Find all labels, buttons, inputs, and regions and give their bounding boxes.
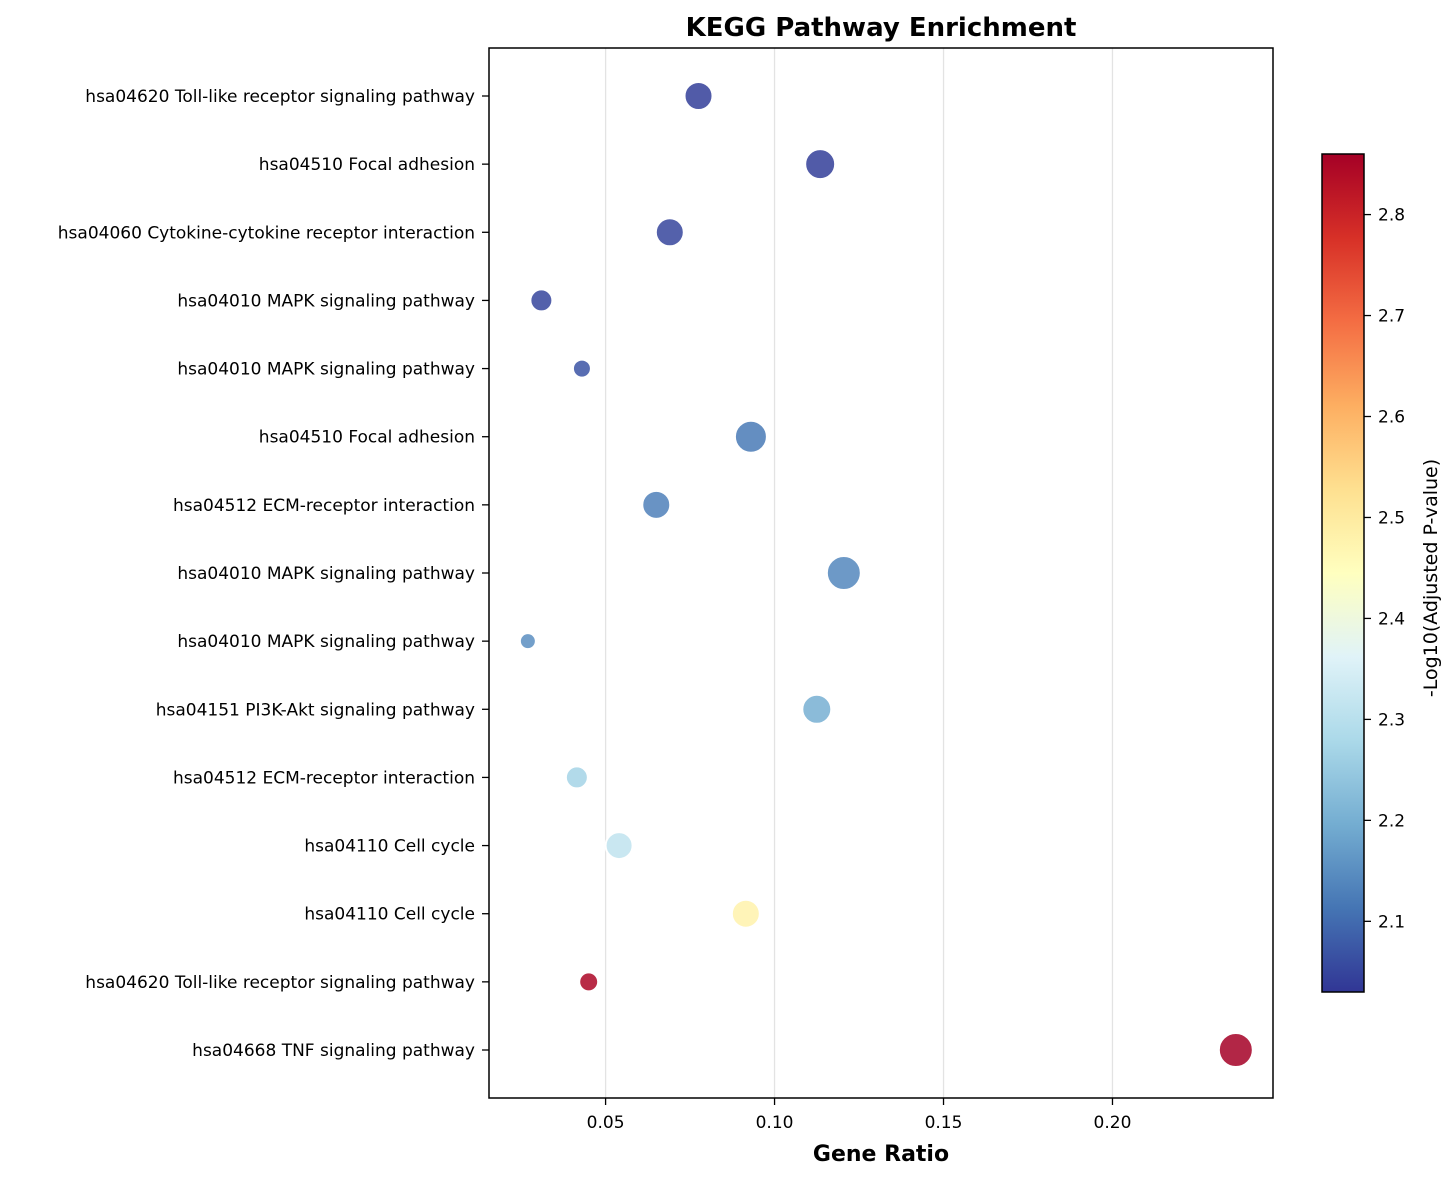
y-category-label: hsa04510 Focal adhesion bbox=[259, 428, 475, 448]
y-category-label: hsa04010 MAPK signaling pathway bbox=[177, 564, 475, 584]
y-category-label: hsa04620 Toll-like receptor signaling pa… bbox=[85, 973, 475, 993]
y-category-label: hsa04110 Cell cycle bbox=[304, 905, 475, 925]
colorbar-title: -Log10(Adjusted P-value) bbox=[1420, 459, 1442, 697]
data-point[interactable] bbox=[683, 81, 714, 111]
y-category-label: hsa04010 MAPK signaling pathway bbox=[177, 632, 475, 652]
y-category-label: hsa04010 MAPK signaling pathway bbox=[177, 360, 475, 380]
x-tick-label: 0.20 bbox=[1094, 1113, 1132, 1133]
data-point[interactable] bbox=[730, 898, 761, 929]
data-point[interactable] bbox=[641, 489, 672, 520]
data-point[interactable] bbox=[564, 765, 589, 790]
y-category-label: hsa04512 ECM-receptor interaction bbox=[173, 768, 475, 788]
colorbar-ticks: 2.1 2.2 2.3 2.4 2.5 2.6 2.7 2.8 bbox=[1364, 206, 1405, 932]
colorbar-tick-label: 2.8 bbox=[1378, 206, 1405, 226]
points-layer bbox=[518, 81, 1254, 1068]
colorbar-tick-label: 2.1 bbox=[1378, 912, 1405, 932]
x-axis: 0.05 0.10 0.15 0.20 bbox=[587, 1098, 1132, 1133]
data-point[interactable] bbox=[518, 632, 537, 651]
data-point[interactable] bbox=[804, 148, 837, 181]
y-axis: hsa04620 Toll-like receptor signaling pa… bbox=[58, 87, 489, 1061]
chart-title: KEGG Pathway Enrichment bbox=[686, 13, 1077, 43]
y-category-label: hsa04512 ECM-receptor interaction bbox=[173, 496, 475, 516]
colorbar-tick-label: 2.4 bbox=[1378, 609, 1405, 629]
y-category-label: hsa04110 Cell cycle bbox=[304, 837, 475, 857]
x-tick-label: 0.10 bbox=[756, 1113, 794, 1133]
y-category-label: hsa04060 Cytokine-cytokine receptor inte… bbox=[58, 223, 475, 243]
x-tick-label: 0.15 bbox=[925, 1113, 963, 1133]
colorbar-tick-label: 2.6 bbox=[1378, 408, 1405, 428]
colorbar-tick-label: 2.7 bbox=[1378, 307, 1405, 327]
colorbar-tick-label: 2.5 bbox=[1378, 508, 1405, 528]
x-tick-label: 0.05 bbox=[587, 1113, 625, 1133]
y-category-label: hsa04620 Toll-like receptor signaling pa… bbox=[85, 87, 475, 107]
data-point[interactable] bbox=[825, 555, 862, 591]
data-point[interactable] bbox=[578, 971, 600, 993]
data-point[interactable] bbox=[1217, 1032, 1254, 1068]
data-point[interactable] bbox=[733, 419, 768, 454]
data-point[interactable] bbox=[529, 288, 554, 313]
y-category-label: hsa04010 MAPK signaling pathway bbox=[177, 291, 475, 311]
data-point[interactable] bbox=[654, 217, 685, 248]
colorbar bbox=[1321, 153, 1365, 993]
colorbar-tick-label: 2.3 bbox=[1378, 710, 1405, 730]
y-category-label: hsa04151 PI3K-Akt signaling pathway bbox=[156, 700, 475, 720]
grid-layer bbox=[604, 48, 1114, 1098]
y-category-label: hsa04668 TNF signaling pathway bbox=[192, 1041, 475, 1061]
data-point[interactable] bbox=[571, 358, 592, 379]
y-category-label: hsa04510 Focal adhesion bbox=[259, 155, 475, 175]
data-point[interactable] bbox=[801, 693, 833, 725]
data-point[interactable] bbox=[604, 831, 634, 861]
x-axis-title: Gene Ratio bbox=[813, 1142, 949, 1167]
colorbar-tick-label: 2.2 bbox=[1378, 811, 1405, 831]
